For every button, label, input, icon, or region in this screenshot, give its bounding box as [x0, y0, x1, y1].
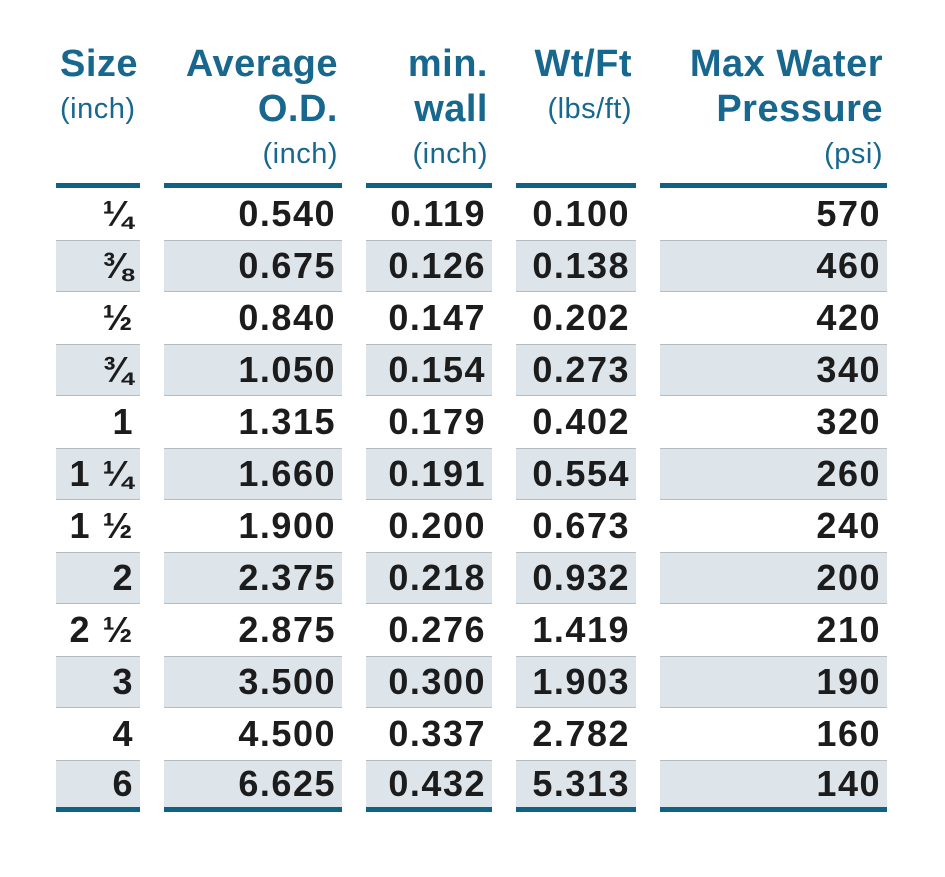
cell-min-wall: 0.191 — [366, 448, 492, 500]
col-header-size: Size (inch) — [56, 42, 140, 188]
cell-size: 2 ½ — [69, 609, 134, 650]
table-row: ½ 0.840 0.147 0.202 420 — [56, 292, 887, 344]
table-row: 3 3.500 0.300 1.903 190 — [56, 656, 887, 708]
col-header-max-pressure-title-line2: Pressure — [716, 88, 883, 130]
cell-size: 1 ½ — [69, 505, 134, 546]
cell-max-pressure: 200 — [660, 552, 887, 604]
table-row: 2 ½ 2.875 0.276 1.419 210 — [56, 604, 887, 656]
col-header-size-spacer — [60, 132, 136, 177]
table-row: 1 ½ 1.900 0.200 0.673 240 — [56, 500, 887, 552]
cell-min-wall: 0.300 — [366, 656, 492, 708]
col-header-wt-ft-spacer — [520, 132, 632, 177]
table-row: 2 2.375 0.218 0.932 200 — [56, 552, 887, 604]
cell-wt-ft: 5.313 — [516, 760, 636, 812]
cell-max-pressure: 240 — [816, 505, 881, 546]
col-header-wt-ft: Wt/Ft (lbs/ft) — [516, 42, 636, 188]
cell-min-wall: 0.179 — [388, 401, 486, 442]
col-header-min-wall: min. wall (inch) — [366, 42, 492, 188]
cell-wt-ft: 0.202 — [532, 297, 630, 338]
cell-max-pressure: 210 — [816, 609, 881, 650]
cell-max-pressure: 190 — [660, 656, 887, 708]
cell-max-pressure: 160 — [816, 713, 881, 754]
cell-max-pressure: 140 — [660, 760, 887, 812]
cell-wt-ft: 0.932 — [516, 552, 636, 604]
cell-od: 1.660 — [164, 448, 342, 500]
table-row: 1 1.315 0.179 0.402 320 — [56, 396, 887, 448]
cell-wt-ft: 1.419 — [532, 609, 630, 650]
cell-size: 4 — [112, 713, 134, 754]
cell-wt-ft: 0.554 — [516, 448, 636, 500]
col-header-wt-ft-unit: (lbs/ft) — [547, 93, 632, 125]
table-row: 4 4.500 0.337 2.782 160 — [56, 708, 887, 760]
cell-min-wall: 0.337 — [388, 713, 486, 754]
pipe-spec-table: Size (inch) Average O.D. (inch) min. wal… — [32, 42, 911, 812]
cell-od: 6.625 — [164, 760, 342, 812]
cell-max-pressure: 320 — [816, 401, 881, 442]
cell-size: ½ — [102, 297, 134, 338]
cell-size: 2 — [56, 552, 140, 604]
cell-max-pressure: 340 — [660, 344, 887, 396]
cell-max-pressure: 460 — [660, 240, 887, 292]
col-header-size-unit: (inch) — [60, 93, 136, 125]
cell-min-wall: 0.276 — [388, 609, 486, 650]
cell-od: 0.840 — [238, 297, 336, 338]
cell-min-wall: 0.200 — [388, 505, 486, 546]
header-row: Size (inch) Average O.D. (inch) min. wal… — [56, 42, 887, 188]
cell-min-wall: 0.154 — [366, 344, 492, 396]
cell-max-pressure: 570 — [816, 193, 881, 234]
cell-max-pressure: 260 — [660, 448, 887, 500]
cell-wt-ft: 0.402 — [532, 401, 630, 442]
col-header-max-pressure-unit: (psi) — [824, 138, 883, 170]
cell-od: 2.375 — [164, 552, 342, 604]
cell-od: 3.500 — [164, 656, 342, 708]
cell-wt-ft: 0.673 — [532, 505, 630, 546]
table-row: ⅜ 0.675 0.126 0.138 460 — [56, 240, 887, 292]
cell-min-wall: 0.147 — [388, 297, 486, 338]
cell-od: 1.315 — [238, 401, 336, 442]
table-row: ¾ 1.050 0.154 0.273 340 — [56, 344, 887, 396]
cell-size: ¾ — [56, 344, 140, 396]
cell-od: 4.500 — [238, 713, 336, 754]
cell-wt-ft: 2.782 — [532, 713, 630, 754]
col-header-avg-od-title-line2: O.D. — [257, 88, 338, 130]
col-header-min-wall-title-line1: min. — [407, 43, 488, 85]
cell-wt-ft: 0.100 — [532, 193, 630, 234]
cell-min-wall: 0.432 — [366, 760, 492, 812]
col-header-min-wall-title-line2: wall — [414, 88, 488, 130]
table-row: 1 ¼ 1.660 0.191 0.554 260 — [56, 448, 887, 500]
cell-size: 1 ¼ — [56, 448, 140, 500]
cell-min-wall: 0.126 — [366, 240, 492, 292]
cell-max-pressure: 420 — [816, 297, 881, 338]
table-row: 6 6.625 0.432 5.313 140 — [56, 760, 887, 812]
cell-od: 2.875 — [238, 609, 336, 650]
cell-size: 6 — [56, 760, 140, 812]
cell-wt-ft: 0.138 — [516, 240, 636, 292]
col-header-avg-od: Average O.D. (inch) — [164, 42, 342, 188]
cell-wt-ft: 1.903 — [516, 656, 636, 708]
col-header-avg-od-title-line1: Average — [185, 43, 338, 85]
col-header-max-pressure: Max Water Pressure (psi) — [660, 42, 887, 188]
cell-size: ¼ — [102, 193, 134, 234]
col-header-avg-od-unit: (inch) — [262, 138, 338, 170]
table-row: ¼ 0.540 0.119 0.100 570 — [56, 188, 887, 240]
cell-size: ⅜ — [56, 240, 140, 292]
cell-wt-ft: 0.273 — [516, 344, 636, 396]
col-header-min-wall-unit: (inch) — [412, 138, 488, 170]
cell-min-wall: 0.218 — [366, 552, 492, 604]
cell-min-wall: 0.119 — [390, 193, 486, 234]
cell-size: 3 — [56, 656, 140, 708]
col-header-size-title: Size — [60, 43, 139, 85]
cell-od: 0.675 — [164, 240, 342, 292]
cell-od: 0.540 — [238, 193, 336, 234]
cell-size: 1 — [112, 401, 134, 442]
col-header-max-pressure-title-line1: Max Water — [689, 43, 883, 85]
cell-od: 1.900 — [238, 505, 336, 546]
cell-od: 1.050 — [164, 344, 342, 396]
col-header-wt-ft-title: Wt/Ft — [534, 43, 632, 85]
